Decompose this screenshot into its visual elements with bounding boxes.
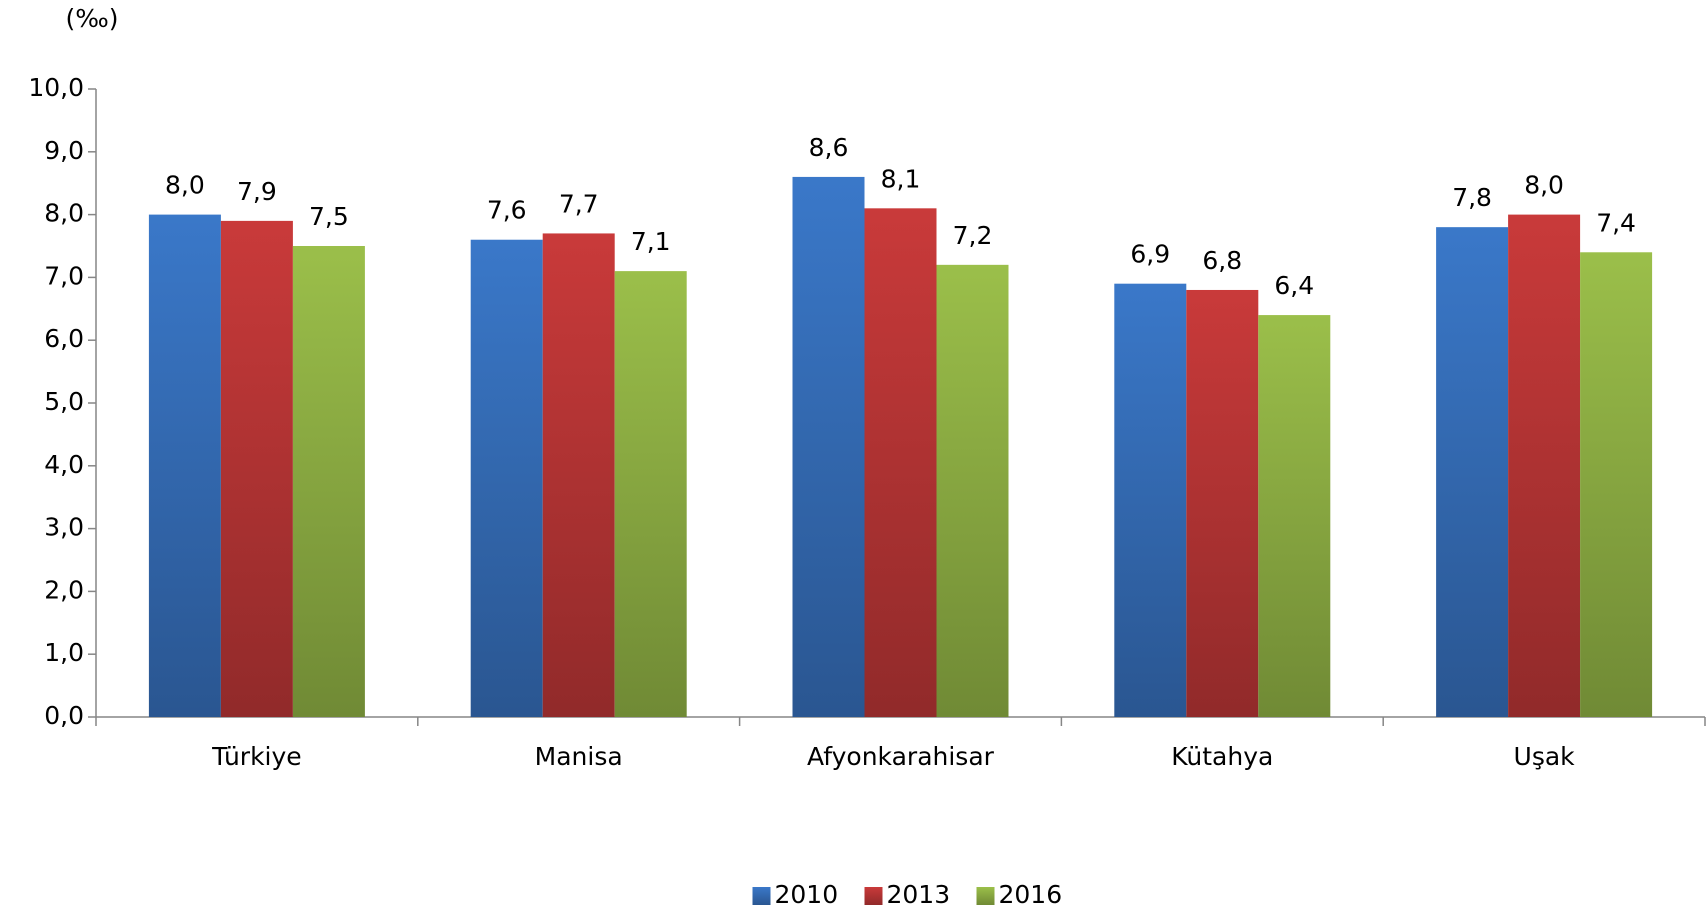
bar [220,220,293,717]
bar [864,208,937,717]
data-label: 7,9 [237,177,277,206]
y-tick-label: 7,0 [44,261,84,290]
y-tick-label: 3,0 [44,513,84,542]
y-tick-label: 0,0 [44,701,84,730]
y-tick-label: 2,0 [44,575,84,604]
data-label: 6,8 [1202,246,1242,275]
legend-swatch [976,887,995,905]
x-tick-label: Kütahya [1171,742,1273,771]
y-axis-label: (‰) [65,4,118,33]
legend-label: 2013 [887,880,951,909]
y-tick-label: 5,0 [44,387,84,416]
bar [614,271,687,717]
legend-label: 2010 [775,880,839,909]
bar [1258,315,1331,717]
bar [1114,283,1187,717]
data-label: 7,1 [631,227,671,256]
data-label: 7,8 [1452,183,1492,212]
data-label: 7,5 [309,202,349,231]
y-tick-label: 6,0 [44,324,84,353]
data-label: 7,4 [1596,208,1636,237]
y-tick-label: 8,0 [44,199,84,228]
data-label: 7,2 [953,221,993,250]
data-label: 8,0 [165,171,205,200]
y-tick-label: 10,0 [28,73,84,102]
legend-swatch [752,887,771,905]
y-tick-label: 9,0 [44,136,84,165]
bar [1508,214,1581,717]
bar [936,264,1009,717]
data-label: 6,9 [1130,240,1170,269]
bar [542,233,615,717]
bar [792,176,865,718]
x-tick-label: Uşak [1514,742,1576,771]
y-tick-label: 4,0 [44,450,84,479]
x-tick-label: Afyonkarahisar [807,742,995,771]
legend-label: 2016 [999,880,1063,909]
legend-swatch [864,887,883,905]
bar [292,246,365,717]
x-tick-label: Türkiye [211,742,302,771]
data-label: 7,7 [559,189,599,218]
bar [1580,252,1653,717]
data-label: 8,1 [881,164,921,193]
y-tick-label: 1,0 [44,638,84,667]
x-tick-label: Manisa [535,742,623,771]
data-label: 8,0 [1524,171,1564,200]
bar [1436,227,1509,717]
bar [1186,289,1259,717]
data-label: 6,4 [1274,271,1314,300]
bar [470,239,543,717]
data-label: 7,6 [487,196,527,225]
data-label: 8,6 [809,133,849,162]
bar [148,214,221,717]
